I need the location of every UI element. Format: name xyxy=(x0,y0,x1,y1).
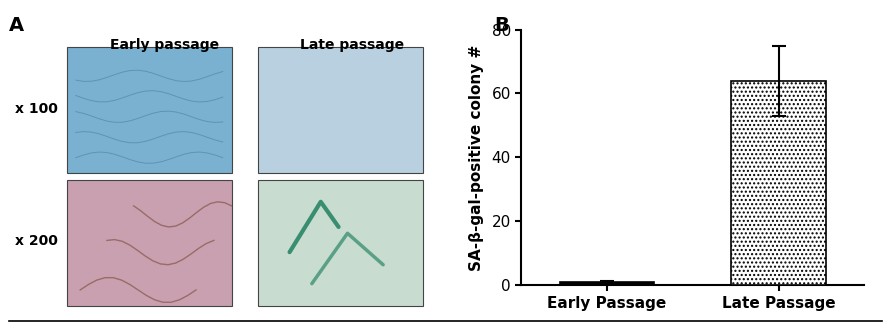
Bar xyxy=(67,48,232,174)
Text: Early passage: Early passage xyxy=(110,38,219,52)
Text: A: A xyxy=(9,16,24,35)
Bar xyxy=(560,282,654,285)
Bar xyxy=(732,81,826,285)
Bar xyxy=(67,180,232,306)
Bar xyxy=(258,48,423,174)
Text: Late passage: Late passage xyxy=(300,38,404,52)
Bar xyxy=(258,180,423,306)
Text: x 100: x 100 xyxy=(15,102,58,116)
Y-axis label: SA-β-gal-positive colony #: SA-β-gal-positive colony # xyxy=(470,44,485,271)
Text: x 200: x 200 xyxy=(15,234,58,248)
Text: B: B xyxy=(495,16,510,35)
